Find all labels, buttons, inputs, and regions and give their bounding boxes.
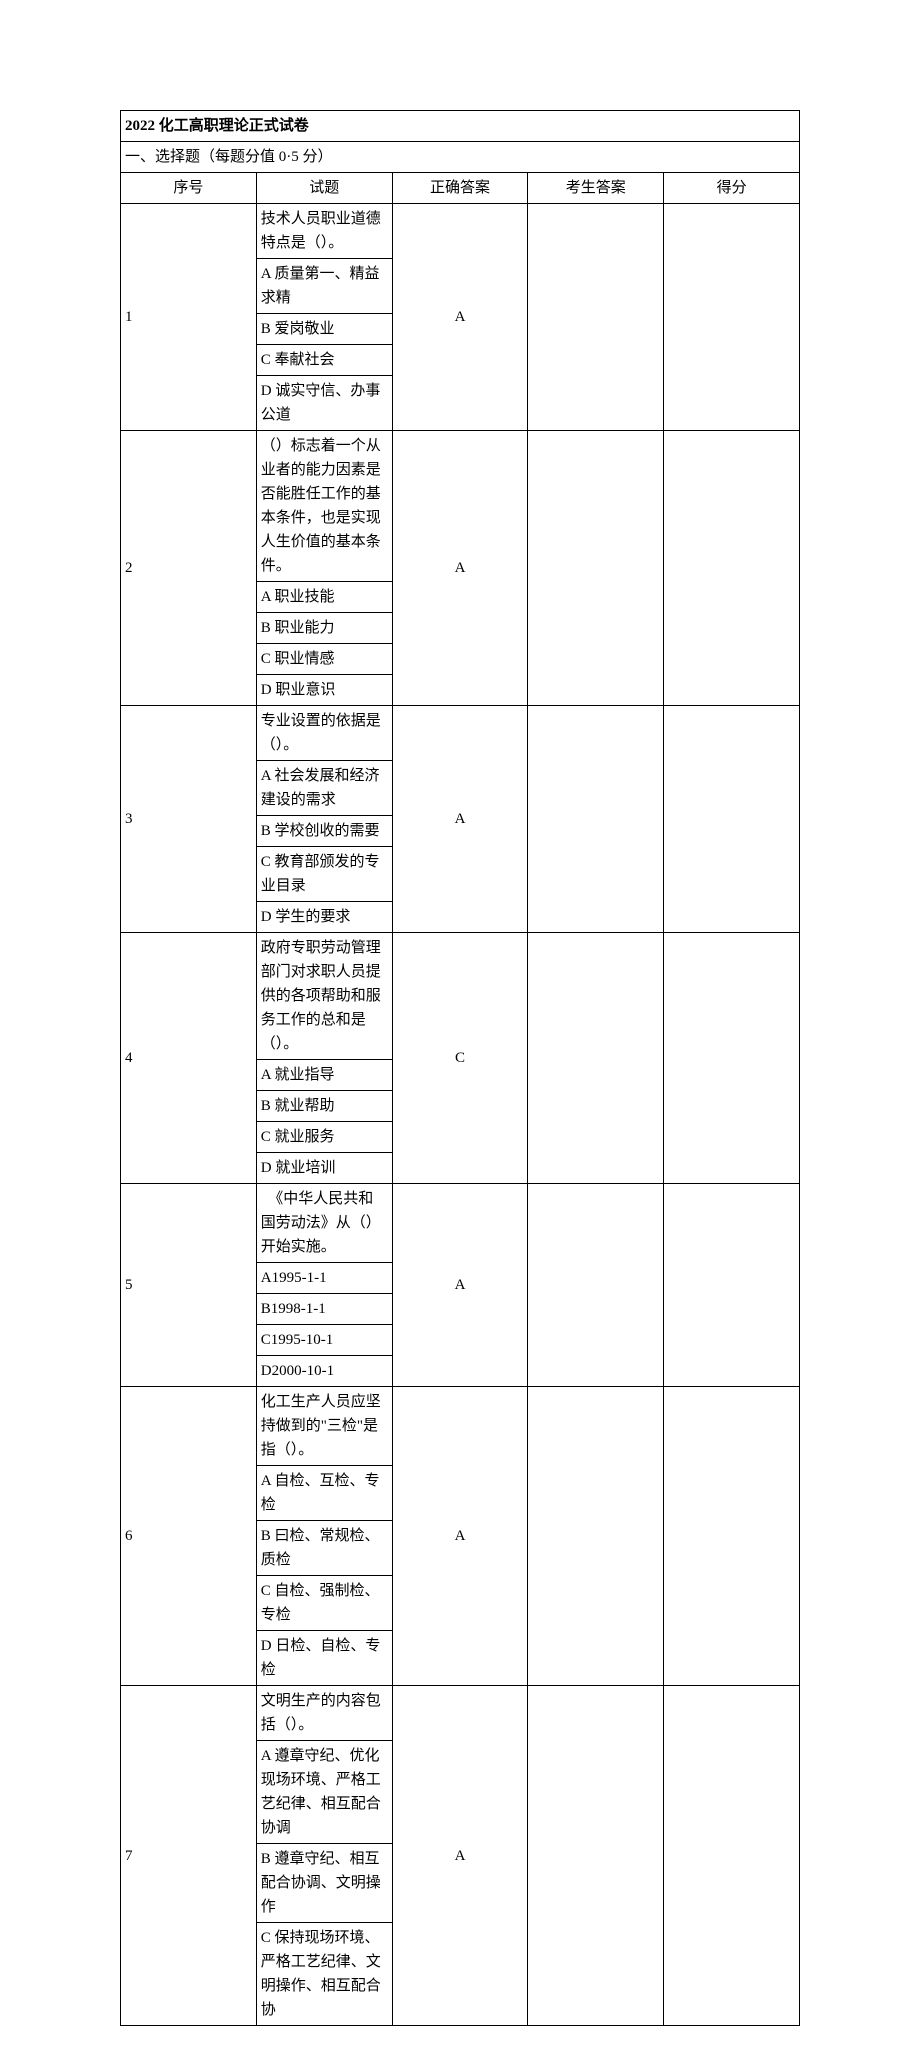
question-stem: （）标志着一个从业者的能力因素是否能胜任工作的基本条件，也是实现人生价值的基本条… bbox=[256, 431, 392, 582]
option-text: A 质量第一、精益求精 bbox=[256, 259, 392, 314]
question-row: 2（）标志着一个从业者的能力因素是否能胜任工作的基本条件，也是实现人生价值的基本… bbox=[121, 431, 800, 582]
option-text: B1998-1-1 bbox=[256, 1294, 392, 1325]
option-text: C 职业情感 bbox=[256, 644, 392, 675]
question-row: 1技术人员职业道德特点是（）。A bbox=[121, 204, 800, 259]
user-answer bbox=[528, 706, 664, 933]
option-text: B 遵章守纪、相互配合协调、文明操作 bbox=[256, 1844, 392, 1923]
question-number: 1 bbox=[121, 204, 257, 431]
question-stem: 专业设置的依据是（）。 bbox=[256, 706, 392, 761]
option-text: A 自检、互检、专检 bbox=[256, 1466, 392, 1521]
option-text: D 诚实守信、办事公道 bbox=[256, 376, 392, 431]
question-stem: 技术人员职业道德特点是（）。 bbox=[256, 204, 392, 259]
option-text: A 就业指导 bbox=[256, 1060, 392, 1091]
option-text: C 保持现场环境、严格工艺纪律、文明操作、相互配合协 bbox=[256, 1923, 392, 2026]
score-cell bbox=[664, 1686, 800, 2026]
correct-answer: A bbox=[392, 1387, 528, 1686]
user-answer bbox=[528, 933, 664, 1184]
question-number: 6 bbox=[121, 1387, 257, 1686]
option-text: D 职业意识 bbox=[256, 675, 392, 706]
question-number: 7 bbox=[121, 1686, 257, 2026]
option-text: B 就业帮助 bbox=[256, 1091, 392, 1122]
question-stem: 政府专职劳动管理部门对求职人员提供的各项帮助和服务工作的总和是（）。 bbox=[256, 933, 392, 1060]
question-number: 3 bbox=[121, 706, 257, 933]
header-correct: 正确答案 bbox=[392, 173, 528, 204]
correct-answer: C bbox=[392, 933, 528, 1184]
option-text: C 自检、强制检、专检 bbox=[256, 1576, 392, 1631]
user-answer bbox=[528, 431, 664, 706]
score-cell bbox=[664, 706, 800, 933]
question-stem: 化工生产人员应坚持做到的"三检"是指（）。 bbox=[256, 1387, 392, 1466]
header-num: 序号 bbox=[121, 173, 257, 204]
option-text: A 遵章守纪、优化现场环境、严格工艺纪律、相互配合协调 bbox=[256, 1741, 392, 1844]
question-stem: 《中华人民共和国劳动法》从（）开始实施。 bbox=[256, 1184, 392, 1263]
header-user: 考生答案 bbox=[528, 173, 664, 204]
correct-answer: A bbox=[392, 1686, 528, 2026]
option-text: C1995-10-1 bbox=[256, 1325, 392, 1356]
option-text: C 奉献社会 bbox=[256, 345, 392, 376]
option-text: A 职业技能 bbox=[256, 582, 392, 613]
header-score: 得分 bbox=[664, 173, 800, 204]
score-cell bbox=[664, 204, 800, 431]
option-text: B 学校创收的需要 bbox=[256, 816, 392, 847]
header-question: 试题 bbox=[256, 173, 392, 204]
exam-table: 2022 化工高职理论正式试卷 一、选择题（每题分值 0·5 分） 序号 试题 … bbox=[120, 110, 800, 2026]
score-cell bbox=[664, 933, 800, 1184]
question-number: 4 bbox=[121, 933, 257, 1184]
exam-title: 2022 化工高职理论正式试卷 bbox=[121, 111, 800, 142]
section-row: 一、选择题（每题分值 0·5 分） bbox=[121, 142, 800, 173]
option-text: D 学生的要求 bbox=[256, 902, 392, 933]
questions-body: 1技术人员职业道德特点是（）。AA 质量第一、精益求精B 爱岗敬业C 奉献社会D… bbox=[121, 204, 800, 2026]
option-text: B 曰检、常规检、质检 bbox=[256, 1521, 392, 1576]
score-cell bbox=[664, 431, 800, 706]
question-row: 4政府专职劳动管理部门对求职人员提供的各项帮助和服务工作的总和是（）。C bbox=[121, 933, 800, 1060]
question-row: 3专业设置的依据是（）。A bbox=[121, 706, 800, 761]
option-text: B 爱岗敬业 bbox=[256, 314, 392, 345]
option-text: C 就业服务 bbox=[256, 1122, 392, 1153]
question-row: 7文明生产的内容包括（）。A bbox=[121, 1686, 800, 1741]
option-text: B 职业能力 bbox=[256, 613, 392, 644]
option-text: D 就业培训 bbox=[256, 1153, 392, 1184]
question-number: 5 bbox=[121, 1184, 257, 1387]
question-row: 5 《中华人民共和国劳动法》从（）开始实施。A bbox=[121, 1184, 800, 1263]
score-cell bbox=[664, 1184, 800, 1387]
header-row: 序号 试题 正确答案 考生答案 得分 bbox=[121, 173, 800, 204]
correct-answer: A bbox=[392, 431, 528, 706]
user-answer bbox=[528, 1686, 664, 2026]
user-answer bbox=[528, 1387, 664, 1686]
question-row: 6化工生产人员应坚持做到的"三检"是指（）。A bbox=[121, 1387, 800, 1466]
correct-answer: A bbox=[392, 204, 528, 431]
question-stem: 文明生产的内容包括（）。 bbox=[256, 1686, 392, 1741]
title-row: 2022 化工高职理论正式试卷 bbox=[121, 111, 800, 142]
option-text: D2000-10-1 bbox=[256, 1356, 392, 1387]
correct-answer: A bbox=[392, 1184, 528, 1387]
score-cell bbox=[664, 1387, 800, 1686]
option-text: A 社会发展和经济建设的需求 bbox=[256, 761, 392, 816]
user-answer bbox=[528, 1184, 664, 1387]
option-text: C 教育部颁发的专业目录 bbox=[256, 847, 392, 902]
section-label: 一、选择题（每题分值 0·5 分） bbox=[121, 142, 800, 173]
question-number: 2 bbox=[121, 431, 257, 706]
correct-answer: A bbox=[392, 706, 528, 933]
option-text: A1995-1-1 bbox=[256, 1263, 392, 1294]
option-text: D 日检、自检、专检 bbox=[256, 1631, 392, 1686]
user-answer bbox=[528, 204, 664, 431]
